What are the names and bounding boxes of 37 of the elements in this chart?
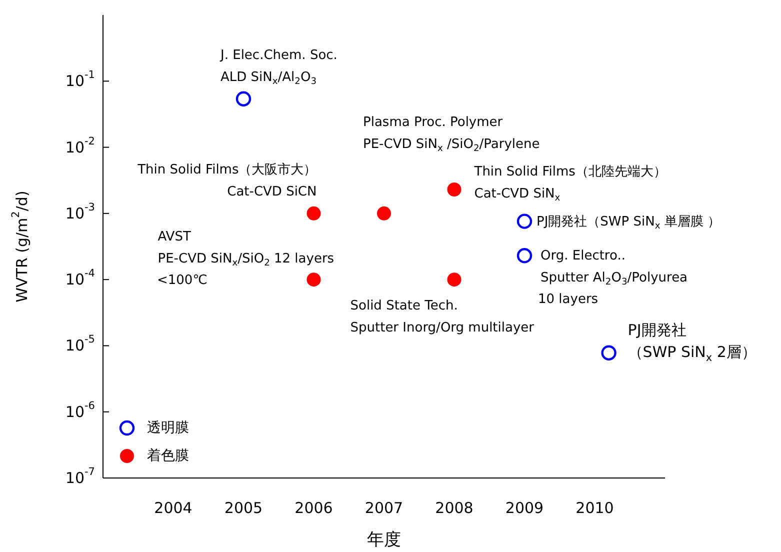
- annotation: PJ開発社（SWP SiN$_{x}$ 単層膜 ）: [536, 214, 720, 232]
- point: [306, 272, 321, 287]
- annotation: Org. Electro.. Sputter Al$_{2}$O$_{3}$/Polyurea: [540, 248, 688, 288]
- legend-label: 着色膜: [147, 448, 189, 464]
- annotation: Solid State Tech. Sputter Inorg/Org multilayer: [350, 298, 535, 336]
- annotation: Thin Solid Films（大阪市大） Cat-CVD SiCN: [136, 162, 317, 199]
- point: [601, 345, 616, 360]
- x-tick-label: 2005: [224, 499, 263, 517]
- annotation: Plasma Proc. Polymer PE-CVD SiN$_{x}$ /SiO$_{2}$/Parylene: [363, 114, 540, 154]
- point: [377, 206, 391, 220]
- y-tick-label: 10$^{-4}$: [65, 268, 96, 289]
- annotation: AVST PE-CVD SiN$_{x}$/SiO$_{2}$ 12 layers: [158, 229, 334, 269]
- annotation: <100℃: [157, 272, 208, 288]
- x-tick-label: 2010: [576, 499, 614, 517]
- annotation: PJ開発社（SWP SiN$_{x}$ 2層）: [628, 320, 756, 364]
- annotation: 10 layers: [538, 292, 598, 306]
- point: [447, 272, 462, 287]
- point: [516, 214, 532, 229]
- point: [236, 91, 252, 106]
- annotation: Thin Solid Films（北陸先端大） Cat-CVD SiN$_{x}$: [473, 164, 666, 204]
- annotation: J. Elec.Chem. Soc. ALD SiN$_{x}$/Al$_{2}$O$_{3}$: [220, 47, 338, 87]
- y-tick-label: 10$^{-5}$: [65, 334, 95, 355]
- x-tick-label: 2004: [154, 499, 192, 517]
- y-tick-label: 10$^{-7}$: [65, 466, 95, 487]
- x-axis-title: 年度: [367, 530, 401, 550]
- x-tick-label: 2006: [294, 499, 333, 517]
- y-tick-label: 10$^{-3}$: [65, 201, 95, 222]
- point: [306, 206, 321, 220]
- x-tick-label: 2009: [505, 499, 544, 517]
- point: [447, 182, 462, 197]
- y-tick-label: 10$^{-2}$: [65, 135, 95, 156]
- x-tick-label: 2008: [435, 499, 474, 517]
- y-tick-label: 10$^{-1}$: [65, 69, 95, 90]
- legend-label: 透明膜: [147, 420, 189, 436]
- point: [516, 248, 532, 264]
- x-tick-label: 2007: [364, 499, 404, 517]
- y-tick-label: 10$^{-6}$: [65, 400, 96, 421]
